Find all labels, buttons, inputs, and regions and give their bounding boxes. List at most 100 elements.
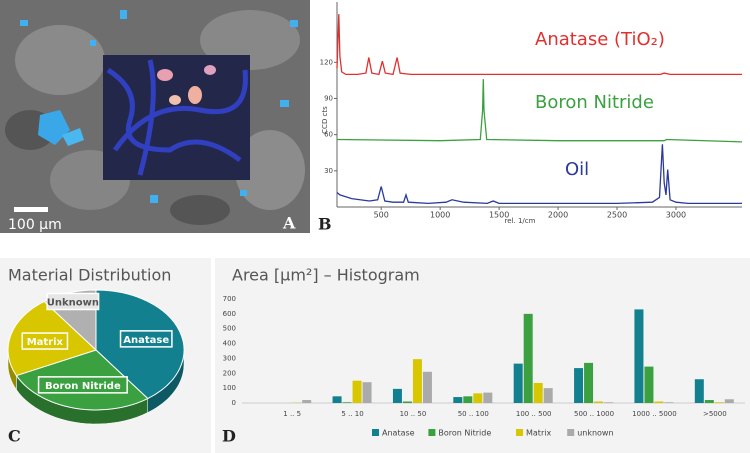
x-tick-label: 10 .. 50 xyxy=(400,410,427,418)
x-tick-label: 1 .. 5 xyxy=(283,410,301,418)
x-tick-label: 50 .. 100 xyxy=(458,410,489,418)
y-tick-label: 400 xyxy=(223,340,236,348)
legend-label: Anatase xyxy=(382,429,415,438)
bar xyxy=(664,402,674,403)
spectrum-line xyxy=(336,14,742,76)
legend-swatch xyxy=(372,429,379,436)
series-label: Anatase (TiO₂) xyxy=(535,29,665,50)
bar xyxy=(694,379,704,403)
particle xyxy=(90,40,96,46)
particle xyxy=(38,110,70,145)
spectrum-line xyxy=(336,144,742,205)
bar xyxy=(463,396,473,403)
series-label: Oil xyxy=(565,159,589,180)
y-tick-label: 90 xyxy=(324,94,333,102)
panel-label: B xyxy=(318,215,332,234)
particle xyxy=(62,128,84,146)
x-tick-label: >5000 xyxy=(703,410,727,418)
chart-title: Material Distribution xyxy=(8,266,171,285)
y-tick-label: 200 xyxy=(223,369,236,377)
pie-label: Boron Nitride xyxy=(45,381,121,392)
bar xyxy=(473,393,483,403)
y-axis-label: CCD cts xyxy=(321,106,329,134)
bar xyxy=(523,313,533,403)
bar xyxy=(654,401,664,403)
pie-label-box xyxy=(46,292,100,311)
legend-label: Boron Nitride xyxy=(438,429,491,438)
particle xyxy=(188,86,202,104)
legend-swatch xyxy=(567,429,575,436)
y-tick-label: 100 xyxy=(223,384,236,392)
legend-label: unknown xyxy=(577,429,613,438)
bar xyxy=(422,371,432,403)
bar xyxy=(342,402,352,403)
x-tick-label: 500 xyxy=(374,211,389,220)
bar xyxy=(724,399,734,403)
particle xyxy=(120,10,127,19)
bar xyxy=(604,402,614,403)
pie-label-box xyxy=(37,376,128,394)
x-tick-label: 2500 xyxy=(607,211,627,220)
pie-label-box xyxy=(21,332,69,350)
y-tick-label: 300 xyxy=(223,354,236,362)
x-tick-label: 1000 .. 5000 xyxy=(632,410,677,418)
scale-bar-label: 100 µm xyxy=(8,217,62,233)
y-tick-label: 0 xyxy=(232,399,236,407)
grain xyxy=(235,130,305,210)
bar xyxy=(412,359,422,403)
legend-swatch xyxy=(428,429,436,436)
y-tick-label: 60 xyxy=(324,131,333,139)
pie-label: Matrix xyxy=(27,337,64,348)
scale-bar xyxy=(14,207,48,212)
panel-d-background xyxy=(215,258,750,453)
x-tick-label: 1500 xyxy=(489,211,509,220)
series-label: Boron Nitride xyxy=(535,92,654,113)
particle xyxy=(150,195,158,203)
particle xyxy=(20,20,28,26)
bar xyxy=(714,402,724,403)
pore xyxy=(170,195,230,225)
bar xyxy=(332,396,342,403)
micrograph: 100 µm A xyxy=(0,0,310,233)
panel-label: C xyxy=(8,427,21,446)
bar xyxy=(392,388,402,403)
x-tick-label: 1000 xyxy=(430,211,450,220)
particle xyxy=(280,100,289,107)
particle xyxy=(157,69,173,81)
pie-label: Unknown xyxy=(47,297,99,308)
particle xyxy=(204,65,216,75)
legend-swatch xyxy=(516,429,523,436)
bar xyxy=(644,366,654,403)
bar xyxy=(453,397,463,403)
bar xyxy=(483,392,493,403)
inset-region xyxy=(103,55,250,180)
grain xyxy=(15,25,105,95)
particle xyxy=(169,95,181,105)
particle xyxy=(290,20,298,27)
x-tick-label: 3000 xyxy=(666,211,686,220)
y-tick-label: 120 xyxy=(320,58,333,66)
bar xyxy=(584,362,594,403)
pie-label: Anatase xyxy=(123,335,169,346)
y-tick-label: 500 xyxy=(223,325,236,333)
chart-title: Area [µm²] – Histogram xyxy=(232,266,420,285)
y-tick-label: 30 xyxy=(324,167,333,175)
x-tick-label: 500 .. 1000 xyxy=(574,410,614,418)
pie-label-box xyxy=(119,330,173,348)
x-tick-label: 100 .. 500 xyxy=(516,410,552,418)
bar xyxy=(513,363,523,403)
x-tick-label: 5 .. 10 xyxy=(341,410,363,418)
x-tick-label: 2000 xyxy=(548,211,568,220)
spectrum-line xyxy=(336,79,743,143)
bar xyxy=(402,401,412,403)
y-tick-label: 700 xyxy=(223,295,236,303)
legend-label: Matrix xyxy=(526,429,551,438)
network xyxy=(106,59,248,176)
panel-label: D xyxy=(222,427,236,446)
bar xyxy=(574,368,584,403)
x-axis-label: rel. 1/cm xyxy=(505,217,536,225)
bar xyxy=(352,380,362,403)
particle xyxy=(240,190,247,196)
bar xyxy=(362,382,372,403)
